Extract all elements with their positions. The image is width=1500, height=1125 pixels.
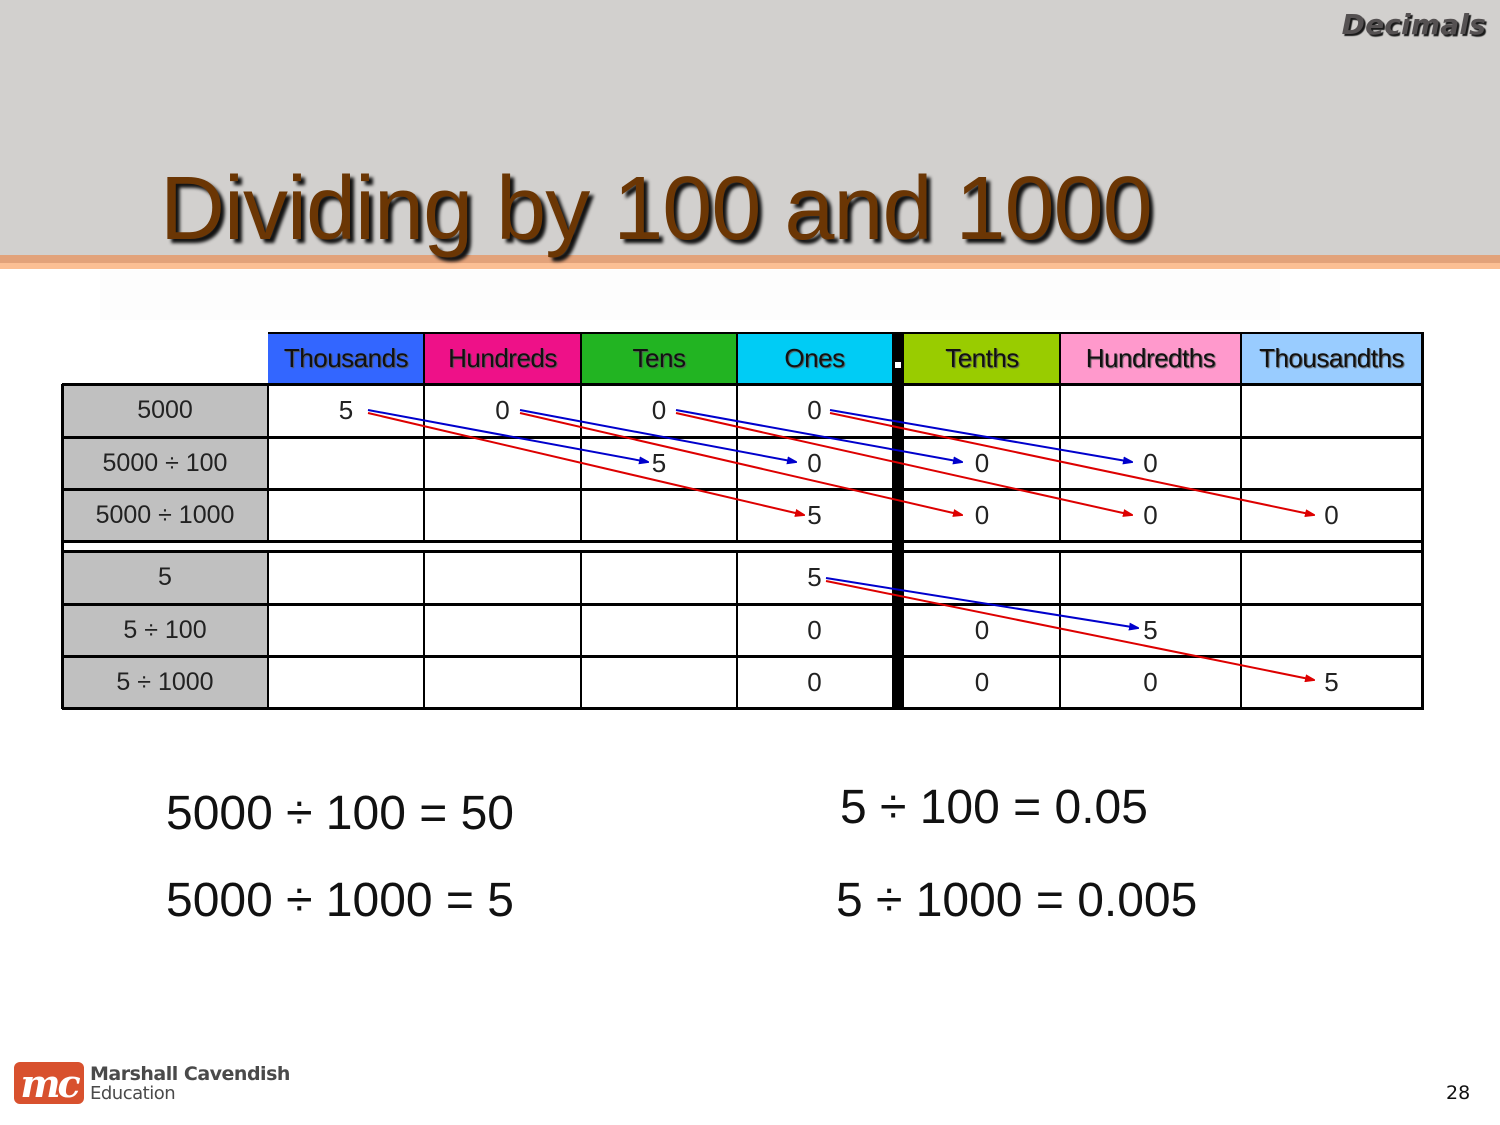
decimal-point-icon	[895, 362, 901, 368]
column-divider	[1059, 551, 1061, 708]
table-cell	[268, 604, 424, 656]
row-label: 5000	[62, 384, 268, 437]
table-cell: 0	[1060, 489, 1241, 541]
page-number: 28	[1446, 1082, 1471, 1104]
table-cell	[1241, 604, 1422, 656]
table-cell	[1060, 551, 1241, 604]
header-top-border	[268, 332, 1422, 334]
table-cell: 0	[904, 656, 1060, 708]
equation-5-div-100: 5 ÷ 100 = 0.05	[840, 781, 1148, 834]
row-divider	[62, 383, 1424, 386]
row-divider	[62, 603, 1424, 606]
table-cell	[581, 551, 737, 604]
topic-label: Decimals	[1341, 8, 1486, 41]
marshall-cavendish-logo-icon: mc	[14, 1061, 84, 1106]
table-cell	[424, 604, 581, 656]
table-cell: 5	[1241, 656, 1422, 708]
header-band	[0, 0, 1500, 256]
column-divider	[1240, 551, 1242, 708]
row-label: 5000 ÷ 100	[62, 437, 268, 489]
table-cell	[424, 437, 581, 489]
table-cell	[268, 437, 424, 489]
table-cell	[904, 551, 1060, 604]
row-divider	[62, 655, 1424, 658]
table-cell: 0	[737, 604, 892, 656]
column-divider	[736, 551, 738, 708]
logo-name: Marshall Cavendish	[90, 1063, 290, 1085]
table-cell: 0	[904, 604, 1060, 656]
equation-5000-div-1000: 5000 ÷ 1000 = 5	[166, 874, 514, 927]
table-cell: 5	[581, 437, 737, 489]
row-label: 5 ÷ 100	[62, 604, 268, 656]
column-divider	[267, 384, 269, 541]
table-cell	[1241, 551, 1422, 604]
column-divider	[423, 551, 425, 708]
column-divider	[1059, 384, 1061, 541]
table-cell: 5	[737, 551, 892, 604]
table-cell: 0	[737, 384, 892, 437]
table-cell: 0	[737, 437, 892, 489]
header-divider	[736, 332, 738, 384]
table-cell: 5	[737, 489, 892, 541]
table-cell: 0	[1241, 489, 1422, 541]
table-cell	[1241, 437, 1422, 489]
table-cell: 0	[1060, 437, 1241, 489]
column-divider	[736, 384, 738, 541]
column-divider	[267, 551, 269, 708]
table-cell	[424, 489, 581, 541]
column-divider	[580, 551, 582, 708]
column-header-thousands: Thousands	[268, 332, 424, 384]
table-cell	[424, 551, 581, 604]
row-label: 5000 ÷ 1000	[62, 489, 268, 541]
decimal-point-divider	[892, 332, 904, 709]
table-cell: 0	[1060, 656, 1241, 708]
table-cell: 5	[268, 384, 424, 437]
slide-title: Dividing by 100 and 1000	[160, 159, 1153, 259]
table-cell	[268, 489, 424, 541]
column-header-ones: Ones	[737, 332, 892, 384]
equation-5000-div-100: 5000 ÷ 100 = 50	[166, 787, 514, 840]
row-divider	[62, 540, 1424, 543]
table-cell	[424, 656, 581, 708]
table-cell: 0	[581, 384, 737, 437]
table-cell	[581, 604, 737, 656]
header-rule-light	[0, 263, 1500, 269]
column-header-tenths: Tenths	[904, 332, 1060, 384]
header-divider	[1240, 332, 1242, 384]
table-cell: 0	[904, 437, 1060, 489]
column-divider	[423, 384, 425, 541]
table-cell	[268, 551, 424, 604]
row-divider	[62, 550, 1424, 553]
row-label: 5 ÷ 1000	[62, 656, 268, 708]
table-cell: 5	[1060, 604, 1241, 656]
table-cell	[904, 384, 1060, 437]
title-placeholder-shadow	[100, 270, 1280, 320]
table-left-border	[61, 384, 64, 709]
column-header-thousandths: Thousandths	[1241, 332, 1422, 384]
header-divider	[580, 332, 582, 384]
table-cell	[581, 656, 737, 708]
equation-5-div-1000: 5 ÷ 1000 = 0.005	[836, 874, 1198, 927]
column-header-hundredths: Hundredths	[1060, 332, 1241, 384]
row-divider	[62, 707, 1424, 710]
header-divider	[1059, 332, 1061, 384]
table-cell: 0	[424, 384, 581, 437]
table-cell	[581, 489, 737, 541]
table-cell	[1060, 384, 1241, 437]
header-rule	[0, 255, 1500, 263]
table-cell	[1241, 384, 1422, 437]
table-cell: 0	[737, 656, 892, 708]
table-cell	[268, 656, 424, 708]
row-label: 5	[62, 551, 268, 604]
column-divider	[580, 384, 582, 541]
column-header-hundreds: Hundreds	[424, 332, 581, 384]
table-cell: 0	[904, 489, 1060, 541]
column-divider	[1240, 384, 1242, 541]
header-divider	[423, 332, 425, 384]
table-right-border	[1421, 332, 1424, 709]
column-header-tens: Tens	[581, 332, 737, 384]
logo-subtitle: Education	[90, 1083, 176, 1104]
